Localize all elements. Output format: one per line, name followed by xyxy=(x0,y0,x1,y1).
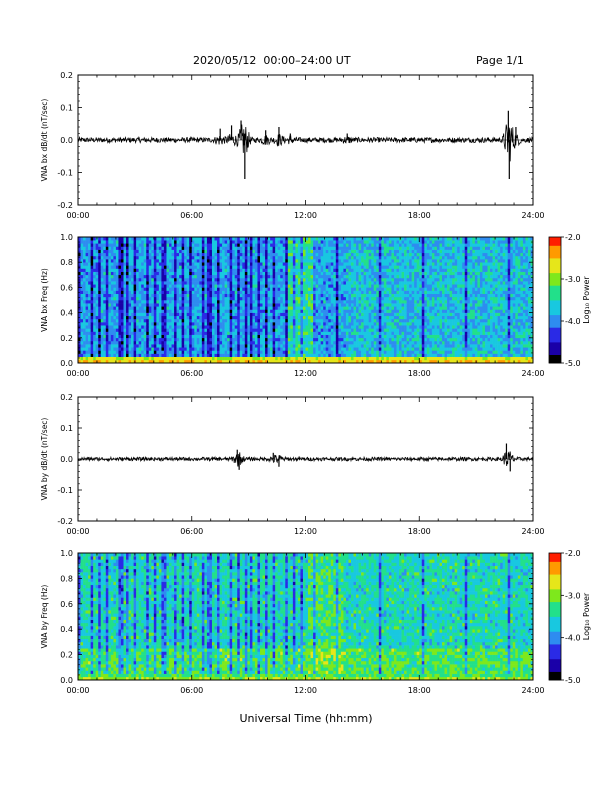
x-tick-label: 24:00 xyxy=(521,369,544,378)
y-tick-label: 0.2 xyxy=(60,71,73,80)
y-tick-label: 0.0 xyxy=(60,455,73,464)
y-tick-label: 1.0 xyxy=(60,549,73,558)
y-tick-label: 0.1 xyxy=(60,424,73,433)
y-tick-label: -0.2 xyxy=(57,201,73,210)
y-tick-label: 0.4 xyxy=(60,309,73,318)
x-tick-label: 12:00 xyxy=(294,527,317,536)
colorbar-frame xyxy=(548,552,562,681)
y-tick-label: -0.1 xyxy=(57,486,73,495)
y-tick-label: 1.0 xyxy=(60,233,73,242)
x-tick-label: 06:00 xyxy=(180,686,203,695)
colorbar-tick-label: -4.0 xyxy=(565,634,581,643)
y-tick-label: 0.6 xyxy=(60,600,73,609)
x-tick-label: 12:00 xyxy=(294,369,317,378)
panel-4: -2.0 -3.0 -4.0 -5.0 Log₁₀ Power 0.0 0.2 0.4 0.6 0… xyxy=(40,549,591,695)
x-axis-label: Universal Time (hh:mm) xyxy=(239,712,373,725)
x-tick-label: 18:00 xyxy=(408,527,431,536)
y-tick-label: 0.0 xyxy=(60,676,73,685)
x-tick-label: 00:00 xyxy=(66,686,89,695)
x-tick-label: 12:00 xyxy=(294,686,317,695)
panel-2: -2.0 -3.0 -4.0 -5.0 Log₁₀ Power 0.0 0.2 0.4 0.6 0… xyxy=(40,233,591,378)
y-tick-label: 0.2 xyxy=(60,393,73,402)
colorbar-frame xyxy=(548,236,562,364)
panel-1: -0.2 -0.1 0.0 0.1 0.2 00:00 06:00 12:00 18:00 24:… xyxy=(40,71,545,220)
colorbar-label: Log₁₀ Power xyxy=(582,592,591,640)
x-tick-label: 18:00 xyxy=(408,369,431,378)
y-tick-label: 0.6 xyxy=(60,283,73,292)
x-tick-label: 06:00 xyxy=(180,369,203,378)
colorbar-tick-label: -5.0 xyxy=(565,676,581,685)
colorbar-tick-label: -4.0 xyxy=(565,317,581,326)
y-axis-label: VNA by Freq (Hz) xyxy=(40,585,49,649)
y-tick-label: -0.2 xyxy=(57,517,73,526)
signal-trace xyxy=(77,451,534,467)
y-tick-label: -0.1 xyxy=(57,169,73,178)
x-tick-label: 18:00 xyxy=(408,686,431,695)
x-tick-label: 06:00 xyxy=(180,211,203,220)
y-axis-label: VNA bx dB/dt (nT/sec) xyxy=(40,99,49,182)
y-tick-label: 0.4 xyxy=(60,625,73,634)
heatmap-cells xyxy=(78,553,534,681)
y-tick-label: 0.0 xyxy=(60,359,73,368)
y-tick-label: 0.2 xyxy=(60,334,73,343)
colorbar: -2.0 -3.0 -4.0 -5.0 Log₁₀ Power xyxy=(548,549,591,685)
x-tick-label: 00:00 xyxy=(66,211,89,220)
colorbar-label: Log₁₀ Power xyxy=(582,276,591,324)
x-tick-label: 18:00 xyxy=(408,211,431,220)
y-tick-label: 0.2 xyxy=(60,651,73,660)
x-tick-label: 24:00 xyxy=(521,527,544,536)
colorbar-tick-label: -2.0 xyxy=(565,549,581,558)
panel-3: -0.2 -0.1 0.0 0.1 0.2 00:00 06:00 12:00 18:00 24:… xyxy=(40,393,545,536)
heatmap-cells xyxy=(78,237,534,364)
y-tick-label: 0.1 xyxy=(60,104,73,113)
page-number: Page 1/1 xyxy=(476,54,524,67)
colorbar-tick-label: -5.0 xyxy=(565,359,581,368)
x-tick-label: 06:00 xyxy=(180,527,203,536)
colorbar: -2.0 -3.0 -4.0 -5.0 Log₁₀ Power xyxy=(548,233,591,368)
y-axis-label: VNA by dB/dt (nT/sec) xyxy=(40,418,49,501)
colorbar-tick-label: -2.0 xyxy=(565,233,581,242)
colorbar-tick-label: -3.0 xyxy=(565,275,581,284)
x-tick-label: 24:00 xyxy=(521,211,544,220)
y-tick-label: 0.8 xyxy=(60,258,73,267)
page-title: 2020/05/12 00:00–24:00 UT xyxy=(193,54,351,67)
signal-trace xyxy=(77,124,534,162)
x-tick-label: 24:00 xyxy=(521,686,544,695)
colorbar-tick-label: -3.0 xyxy=(565,591,581,600)
y-tick-label: 0.8 xyxy=(60,574,73,583)
y-tick-label: 0.0 xyxy=(60,136,73,145)
x-tick-label: 12:00 xyxy=(294,211,317,220)
y-axis-label: VNA bx Freq (Hz) xyxy=(40,268,49,332)
x-tick-label: 00:00 xyxy=(66,369,89,378)
x-tick-label: 00:00 xyxy=(66,527,89,536)
